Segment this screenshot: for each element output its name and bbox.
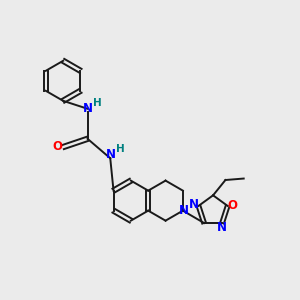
Text: N: N	[189, 198, 199, 211]
Text: O: O	[227, 200, 237, 212]
Text: N: N	[179, 204, 189, 217]
Text: H: H	[93, 98, 101, 108]
Text: H: H	[116, 143, 125, 154]
Text: O: O	[52, 140, 62, 153]
Text: N: N	[217, 220, 226, 234]
Text: N: N	[82, 102, 93, 115]
Text: N: N	[106, 148, 116, 160]
